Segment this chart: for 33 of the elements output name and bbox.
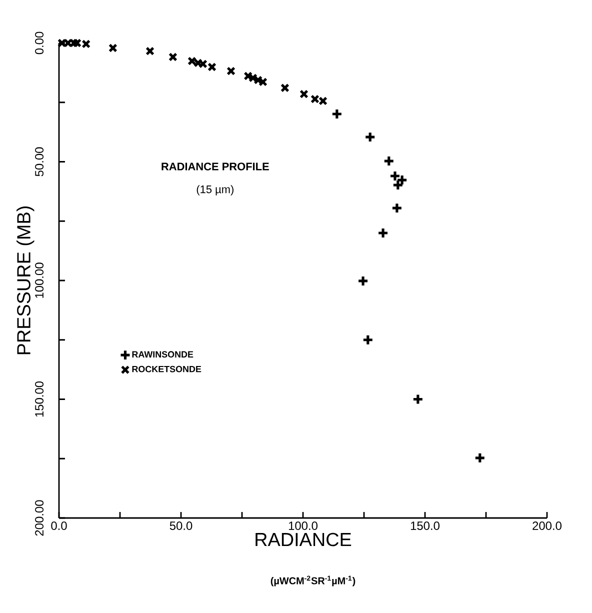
point	[300, 90, 308, 99]
y-tick-label: 150.00	[35, 381, 44, 417]
text: RADIANCE PROFILE	[162, 162, 269, 170]
x-tick-label: 50.0	[170, 522, 192, 530]
legend-label: ROCKETSONDE	[132, 366, 202, 372]
point	[377, 227, 389, 239]
point	[392, 179, 404, 191]
point	[357, 275, 369, 287]
point	[391, 202, 403, 214]
point	[168, 52, 178, 62]
point	[364, 131, 376, 143]
legend-label: RAWINSONDE	[132, 351, 194, 358]
point	[280, 83, 290, 92]
x-tick-label: 0.0	[51, 522, 67, 530]
point	[412, 393, 424, 406]
point	[146, 46, 154, 56]
x-tick-label: 100.0	[288, 522, 318, 530]
point	[108, 44, 118, 52]
x-axis-title: RADIANCE	[256, 532, 352, 546]
y-tick-label: 200.00	[35, 500, 44, 536]
point	[226, 66, 236, 76]
point	[331, 108, 343, 120]
y-tick-label: 0.00	[35, 32, 44, 54]
y-tick-label: 50.00	[35, 147, 44, 176]
point	[362, 334, 374, 346]
text: (15 µm)	[196, 185, 234, 196]
point	[383, 155, 395, 167]
x-tick-label: 200.0	[532, 522, 562, 530]
x-tick-label: 150.0	[410, 522, 440, 530]
y-axis-title: PRESSURE (MB)	[16, 206, 34, 354]
text: (µWCM$^{-2}$SR$^{-1}$µM$^{-1}$)	[270, 576, 356, 586]
y-tick-label: 100.00	[35, 262, 44, 298]
point	[474, 452, 486, 464]
